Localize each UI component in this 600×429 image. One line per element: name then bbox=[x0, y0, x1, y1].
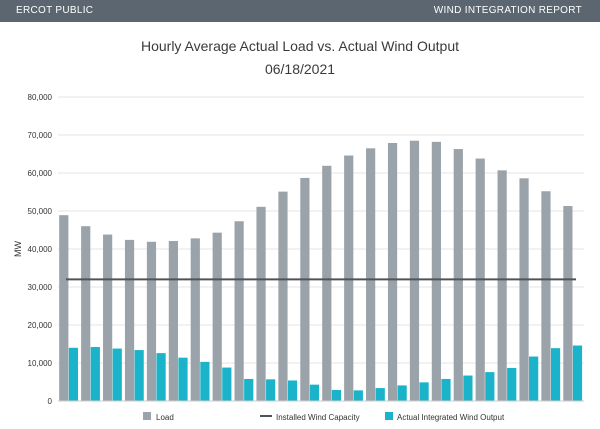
y-tick-label: 30,000 bbox=[28, 283, 53, 292]
banner-right-text: WIND INTEGRATION REPORT bbox=[433, 5, 582, 16]
load-bar bbox=[541, 191, 551, 401]
y-tick-label: 70,000 bbox=[28, 131, 53, 140]
load-bar bbox=[256, 206, 266, 401]
report-banner: ERCOT PUBLIC WIND INTEGRATION REPORT bbox=[0, 0, 600, 22]
wind-output-bar bbox=[68, 347, 78, 401]
load-bar bbox=[81, 226, 91, 401]
load-bar bbox=[344, 155, 354, 401]
wind-output-bar bbox=[266, 379, 276, 401]
y-tick-label: 40,000 bbox=[28, 245, 53, 254]
load-bar bbox=[366, 148, 376, 401]
wind-output-bar bbox=[463, 375, 473, 401]
wind-output-bar bbox=[134, 350, 144, 401]
legend-swatch-wind bbox=[385, 412, 393, 420]
wind-output-bar bbox=[572, 345, 583, 401]
load-bar bbox=[497, 170, 507, 401]
load-bar bbox=[190, 238, 200, 401]
load-bar bbox=[278, 191, 288, 401]
load-bar bbox=[300, 177, 310, 401]
wind-output-bar bbox=[550, 348, 561, 401]
wind-output-bar bbox=[353, 390, 363, 401]
y-tick-label: 50,000 bbox=[28, 207, 53, 216]
load-bar bbox=[519, 178, 529, 401]
wind-output-bar bbox=[90, 347, 100, 401]
y-tick-label: 0 bbox=[48, 397, 53, 406]
wind-output-bar bbox=[397, 385, 407, 401]
wind-output-bar bbox=[244, 378, 254, 401]
wind-output-bar bbox=[485, 372, 495, 401]
wind-output-bar bbox=[156, 353, 166, 401]
load-bar bbox=[431, 141, 441, 401]
wind-output-bar bbox=[375, 388, 385, 401]
chart-title: Hourly Average Actual Load vs. Actual Wi… bbox=[140, 38, 460, 54]
wind-output-bar bbox=[200, 361, 210, 401]
y-axis-label: MW bbox=[13, 241, 23, 257]
wind-output-bar bbox=[287, 380, 298, 401]
load-bar bbox=[146, 241, 157, 401]
wind-output-bar bbox=[529, 356, 539, 401]
legend-label-capacity: Installed Wind Capacity bbox=[276, 413, 360, 422]
wind-output-bar bbox=[331, 389, 341, 401]
wind-output-bar bbox=[309, 384, 320, 401]
legend-label-load: Load bbox=[156, 413, 174, 422]
load-bar bbox=[212, 232, 222, 401]
wind-output-bar bbox=[441, 378, 451, 401]
load-bar bbox=[234, 221, 244, 401]
legend-label-wind: Actual Integrated Wind Output bbox=[397, 413, 505, 422]
wind-output-bar bbox=[222, 367, 232, 401]
y-tick-label: 10,000 bbox=[28, 359, 53, 368]
wind-output-bar bbox=[178, 357, 188, 401]
y-tick-label: 80,000 bbox=[28, 93, 53, 102]
load-bar bbox=[322, 165, 332, 401]
wind-output-bar bbox=[112, 348, 122, 401]
y-tick-label: 60,000 bbox=[28, 169, 53, 178]
load-bar bbox=[409, 140, 420, 401]
load-bar bbox=[387, 142, 398, 402]
load-bar bbox=[453, 149, 463, 401]
load-bar bbox=[59, 215, 69, 401]
load-bar bbox=[168, 241, 178, 401]
load-bar bbox=[563, 206, 573, 401]
chart-subtitle: 06/18/2021 bbox=[264, 61, 336, 77]
legend-swatch-load bbox=[143, 412, 151, 420]
banner-left-text: ERCOT PUBLIC bbox=[16, 5, 94, 16]
y-tick-label: 20,000 bbox=[28, 321, 53, 330]
wind-output-bar bbox=[507, 367, 517, 401]
load-bar bbox=[103, 234, 113, 401]
wind-output-bar bbox=[419, 382, 429, 401]
load-bar bbox=[124, 239, 135, 401]
